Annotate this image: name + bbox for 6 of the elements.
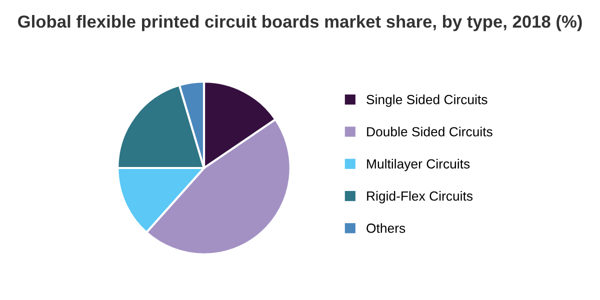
legend-label: Others <box>366 223 406 233</box>
legend-label: Multilayer Circuits <box>367 158 470 172</box>
legend-label: Single Sided Circuits <box>366 94 488 107</box>
legend-label: Double Sided Circuits <box>367 126 492 136</box>
legend-label: Rigid-Flex Circuits <box>367 191 473 204</box>
chart-title: Global flexible printed circuit boards market share, by type, 2018 (%) <box>18 15 582 32</box>
